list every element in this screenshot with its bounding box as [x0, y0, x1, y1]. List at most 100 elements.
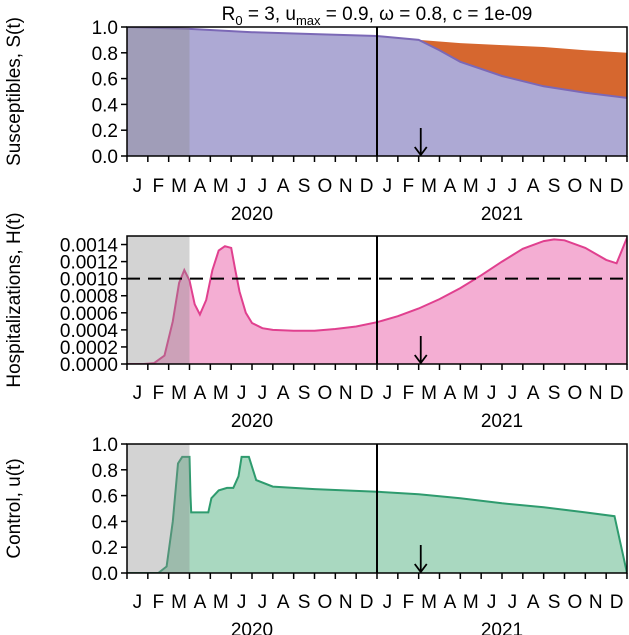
y-tick-label: 0.0002: [60, 338, 118, 359]
month-label: J: [487, 383, 497, 404]
y-tick-label: 0.0012: [60, 253, 118, 274]
month-label: M: [171, 592, 187, 613]
year-label: 2020: [231, 411, 273, 432]
y-axis-label: Susceptibles, S(t): [4, 17, 25, 166]
month-label: N: [339, 383, 353, 404]
month-label: J: [383, 176, 393, 197]
month-label: F: [402, 592, 414, 613]
y-tick-label: 0.6: [92, 70, 118, 91]
month-label: J: [508, 383, 518, 404]
arrow-marker: [414, 545, 428, 574]
month-label: A: [194, 176, 207, 197]
month-label: D: [360, 176, 374, 197]
month-label: J: [383, 592, 393, 613]
month-label: S: [298, 592, 311, 613]
month-label: O: [318, 592, 333, 613]
month-label: S: [548, 592, 561, 613]
month-label: M: [421, 176, 437, 197]
month-label: J: [237, 176, 247, 197]
y-axis-label: Control, u(t): [4, 458, 25, 558]
year-label: 2020: [231, 620, 273, 635]
month-label: J: [237, 383, 247, 404]
month-label: J: [258, 592, 268, 613]
month-label: M: [463, 176, 479, 197]
H-line: [127, 237, 627, 364]
arrow-marker: [414, 336, 428, 365]
month-label: J: [383, 383, 393, 404]
u-line: [127, 455, 627, 573]
month-label: M: [213, 592, 229, 613]
month-label: J: [508, 592, 518, 613]
year-label: 2021: [481, 411, 523, 432]
y-tick-label: 0.0000: [60, 355, 118, 376]
y-tick-label: 0.0010: [60, 270, 118, 291]
y-axis-label: Hospitalizations, H(t): [4, 212, 25, 387]
month-label: J: [508, 176, 518, 197]
y-tick-label: 0.0014: [60, 236, 119, 257]
month-label: J: [487, 176, 497, 197]
month-label: O: [318, 176, 333, 197]
month-label: M: [421, 383, 437, 404]
arrow-marker: [414, 128, 428, 157]
month-label: A: [444, 383, 457, 404]
month-label: S: [298, 383, 311, 404]
month-label: A: [527, 176, 540, 197]
month-label: J: [133, 176, 143, 197]
month-label: F: [402, 176, 414, 197]
plot-area: [127, 236, 627, 364]
month-label: M: [463, 592, 479, 613]
month-label: D: [360, 383, 374, 404]
month-label: F: [402, 383, 414, 404]
year-label: 2021: [481, 620, 523, 635]
y-tick-label: 1.0: [92, 18, 118, 39]
month-label: A: [194, 592, 207, 613]
month-label: J: [258, 383, 268, 404]
month-label: S: [548, 383, 561, 404]
month-label: F: [152, 176, 164, 197]
month-label: M: [171, 176, 187, 197]
month-label: O: [318, 383, 333, 404]
month-label: D: [610, 592, 624, 613]
y-tick-label: 0.0004: [60, 321, 119, 342]
month-label: J: [237, 592, 247, 613]
month-label: F: [152, 592, 164, 613]
month-label: N: [589, 592, 603, 613]
month-label: N: [339, 176, 353, 197]
H-area: [127, 237, 627, 364]
month-label: A: [527, 592, 540, 613]
hospitalizations-panel: 0.00000.00020.00040.00060.00080.00100.00…: [4, 212, 628, 432]
month-label: F: [152, 383, 164, 404]
month-label: O: [568, 592, 583, 613]
control-panel: 0.00.20.40.60.81.0J F M A M J J A S O N D J F M A M J J A S O…: [4, 435, 628, 635]
month-label: O: [568, 176, 583, 197]
month-label: A: [194, 383, 207, 404]
y-tick-label: 0.8: [92, 461, 118, 482]
month-label: M: [213, 176, 229, 197]
y-tick-label: 1.0: [92, 435, 118, 456]
year-label: 2021: [481, 204, 523, 225]
month-label: M: [213, 383, 229, 404]
month-label: D: [610, 176, 624, 197]
month-label: J: [133, 592, 143, 613]
y-tick-label: 0.0: [92, 564, 118, 585]
month-label: J: [487, 592, 497, 613]
y-tick-label: 0.2: [92, 121, 118, 142]
month-label: A: [277, 383, 290, 404]
y-tick-label: 0.4: [92, 512, 119, 533]
month-label: J: [258, 176, 268, 197]
month-label: M: [421, 592, 437, 613]
month-label: A: [444, 176, 457, 197]
month-label: N: [589, 383, 603, 404]
y-tick-label: 0.6: [92, 487, 118, 508]
month-label: O: [568, 383, 583, 404]
shaded-period: [127, 27, 190, 156]
chart-title: R0 = 3, umax = 0.9, ω = 0.8, c = 1e-09: [222, 4, 533, 28]
month-label: D: [360, 592, 374, 613]
y-tick-label: 0.2: [92, 538, 118, 559]
shaded-period: [127, 444, 190, 573]
month-label: N: [339, 592, 353, 613]
month-label: M: [171, 383, 187, 404]
y-tick-label: 0.0006: [60, 304, 118, 325]
month-label: D: [610, 383, 624, 404]
